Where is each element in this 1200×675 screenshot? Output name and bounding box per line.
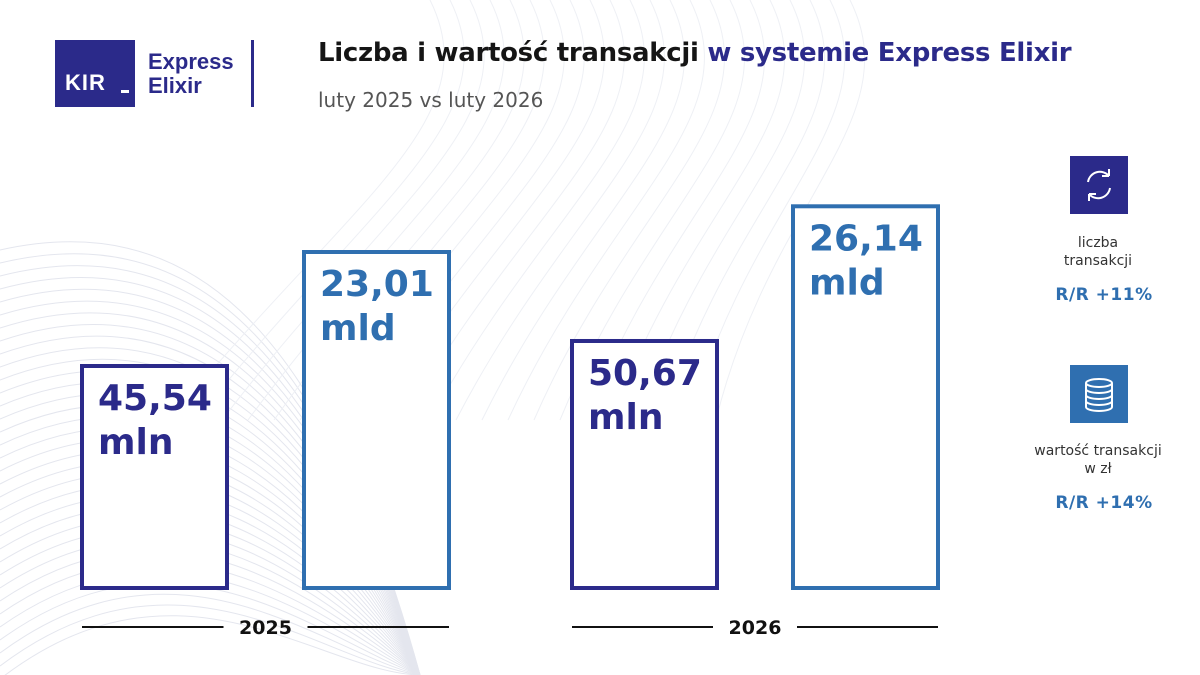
background-contour-line <box>0 438 421 675</box>
data-label-value: 26,14 <box>809 218 923 259</box>
background-contour-line <box>689 0 846 421</box>
background-contour-line <box>0 539 421 675</box>
legend-label-count-line2: transakcji <box>1063 253 1133 269</box>
header-divider <box>251 40 254 107</box>
background-contour-line <box>637 0 806 421</box>
data-label-value: 23,01 <box>320 264 434 305</box>
legend-label-count-line1: liczba <box>1077 235 1119 251</box>
data-label-value: 50,67 <box>588 353 702 394</box>
coin-stack-icon <box>1070 365 1128 423</box>
background-contour-line <box>0 528 421 675</box>
brand-line-2: Elixir <box>148 73 202 98</box>
brand-line-1: Express <box>148 49 234 74</box>
data-label-unit: mln <box>588 397 663 438</box>
background-contour-line <box>0 472 421 675</box>
background-contour-line <box>0 404 421 675</box>
refresh-arrows-icon <box>1070 156 1128 214</box>
background-contour-line <box>221 0 485 421</box>
background-contour-line <box>455 0 665 421</box>
title-part-1: Liczba i wartość transakcji <box>318 38 699 68</box>
background-contour-line <box>0 583 421 675</box>
bar-2025-count <box>80 364 229 590</box>
background-contour-line <box>169 0 445 421</box>
express-elixir-logo: Express Elixir <box>148 50 234 98</box>
legend-label-value-line2: w zł <box>1084 461 1112 477</box>
background-contour-line <box>0 550 421 675</box>
data-label-unit: mln <box>98 422 173 463</box>
page-subtitle: luty 2025 vs luty 2026 <box>318 88 544 112</box>
background-contour-line <box>429 0 645 421</box>
background-contour-line <box>195 0 465 421</box>
background-contour-line <box>611 0 786 421</box>
category-label-2025: 2025 <box>239 617 292 639</box>
background-contour-line <box>533 0 725 421</box>
background-contour-line <box>0 604 421 675</box>
category-label-2026: 2026 <box>729 617 782 639</box>
background-contour-line <box>4 615 421 675</box>
kir-logo-text: KIR <box>65 70 106 95</box>
background-contour-line <box>0 572 421 675</box>
legend-label-value: wartość transakcji w zł <box>1008 442 1188 478</box>
background-contour-line <box>585 0 766 421</box>
background-contour-line <box>0 506 421 675</box>
data-label-unit: mld <box>809 262 885 303</box>
background-contour-line <box>0 450 421 675</box>
background-contour-line <box>507 0 705 421</box>
background-contour-line <box>0 483 421 675</box>
bar-2025-value <box>302 250 451 590</box>
legend-change-value: R/R +14% <box>1055 493 1153 513</box>
background-contour-line <box>0 461 421 675</box>
kir-logo-underscore <box>121 90 129 93</box>
background-contour-line <box>0 416 421 675</box>
background-contour-line <box>0 495 421 675</box>
background-contour-line <box>715 0 866 421</box>
bar-2026-value <box>791 204 940 590</box>
background-contour-line <box>559 0 745 421</box>
data-label-unit: mld <box>320 308 396 349</box>
legend-label-value-line1: wartość transakcji <box>1034 443 1162 459</box>
background-contour-line <box>663 0 826 421</box>
background-contour-line <box>403 0 625 421</box>
page-title: Liczba i wartość transakcji w systemie E… <box>318 38 1072 68</box>
background-contour-line <box>481 0 685 421</box>
legend-label-count: liczba transakcji <box>1008 234 1188 270</box>
title-part-2: w systemie Express Elixir <box>707 38 1072 68</box>
background-contour-line <box>0 517 421 675</box>
kir-logo: KIR <box>55 40 135 107</box>
legend-change-count: R/R +11% <box>1055 285 1153 305</box>
bar-2026-count <box>570 338 719 590</box>
data-label-value: 45,54 <box>98 378 212 419</box>
background-contour-line <box>0 427 421 675</box>
background-contour-line <box>0 593 421 675</box>
background-contour-line <box>0 561 421 675</box>
